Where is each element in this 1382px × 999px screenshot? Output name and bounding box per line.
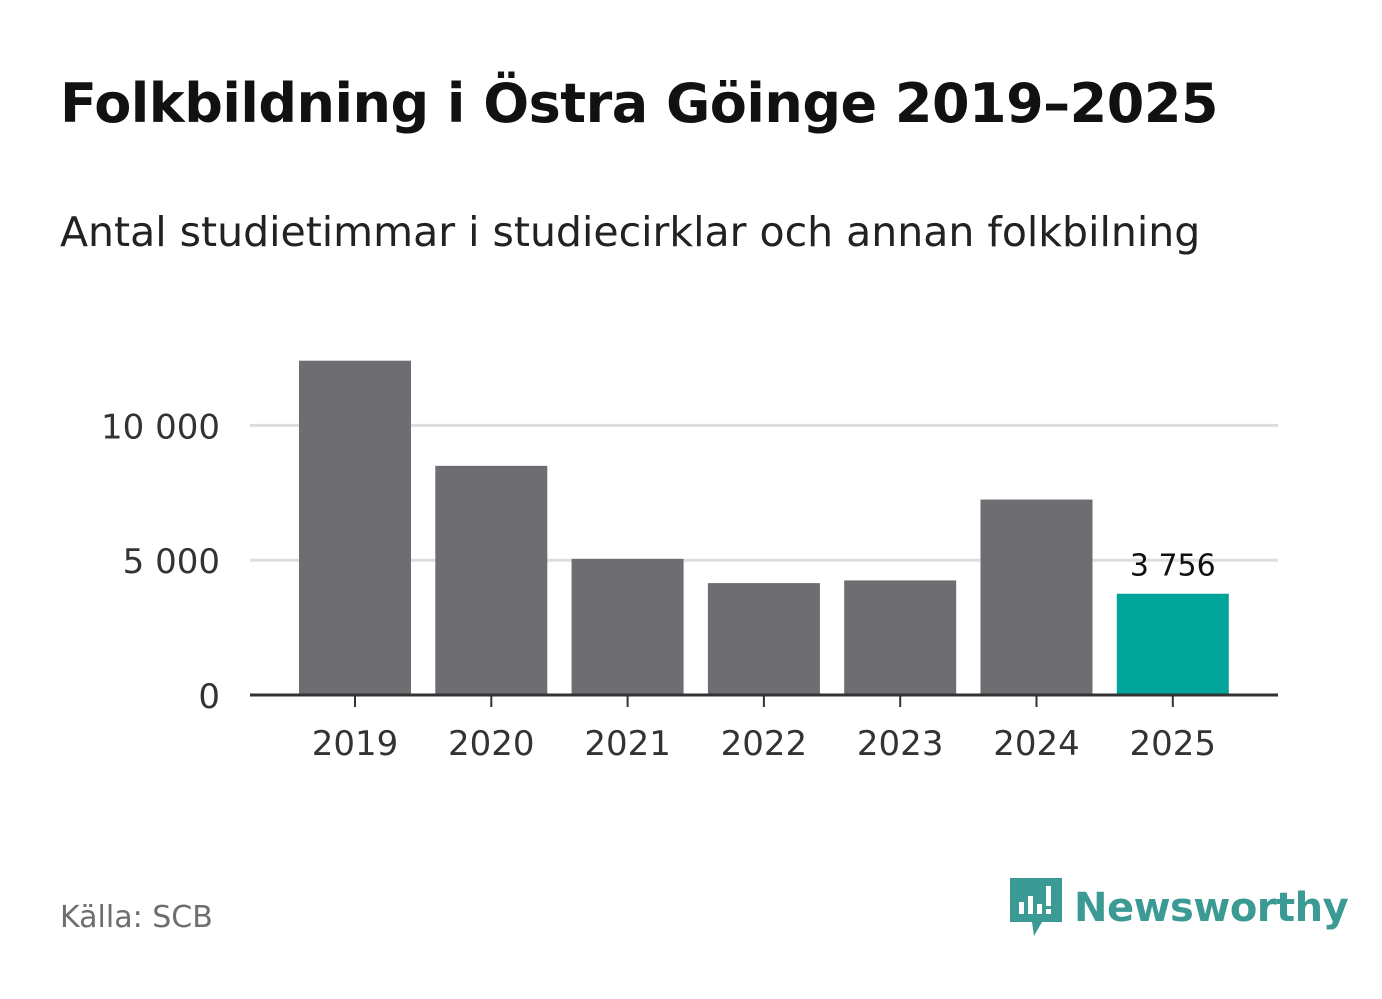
bar-2023	[844, 580, 957, 695]
y-tick-label: 0	[198, 677, 220, 717]
x-tick-label: 2024	[993, 724, 1080, 764]
bar-2022	[707, 583, 820, 695]
bar-2019	[299, 360, 411, 695]
newsworthy-logo-icon	[1010, 878, 1062, 936]
x-tick-label: 2025	[1130, 724, 1217, 764]
y-tick-label: 5 000	[123, 542, 220, 582]
x-tick-label: 2022	[721, 724, 808, 764]
chart-subtitle: Antal studietimmar i studiecirklar och a…	[60, 208, 1201, 256]
bar-2025	[1116, 593, 1229, 695]
x-tick-label: 2021	[584, 724, 671, 764]
chart-title: Folkbildning i Östra Göinge 2019–2025	[60, 72, 1218, 135]
brand-name: Newsworthy	[1074, 885, 1349, 931]
y-tick-label: 10 000	[101, 407, 220, 447]
data-label: 3 756	[1130, 549, 1216, 584]
bar-2021	[571, 558, 684, 695]
x-tick-label: 2023	[857, 724, 944, 764]
newsworthy-logo: Newsworthy	[1010, 878, 1349, 938]
bar-2020	[435, 465, 548, 695]
x-tick-label: 2019	[312, 724, 399, 764]
bar-2024	[980, 499, 1093, 695]
source-note: Källa: SCB	[60, 900, 213, 935]
x-tick-label: 2020	[448, 724, 535, 764]
